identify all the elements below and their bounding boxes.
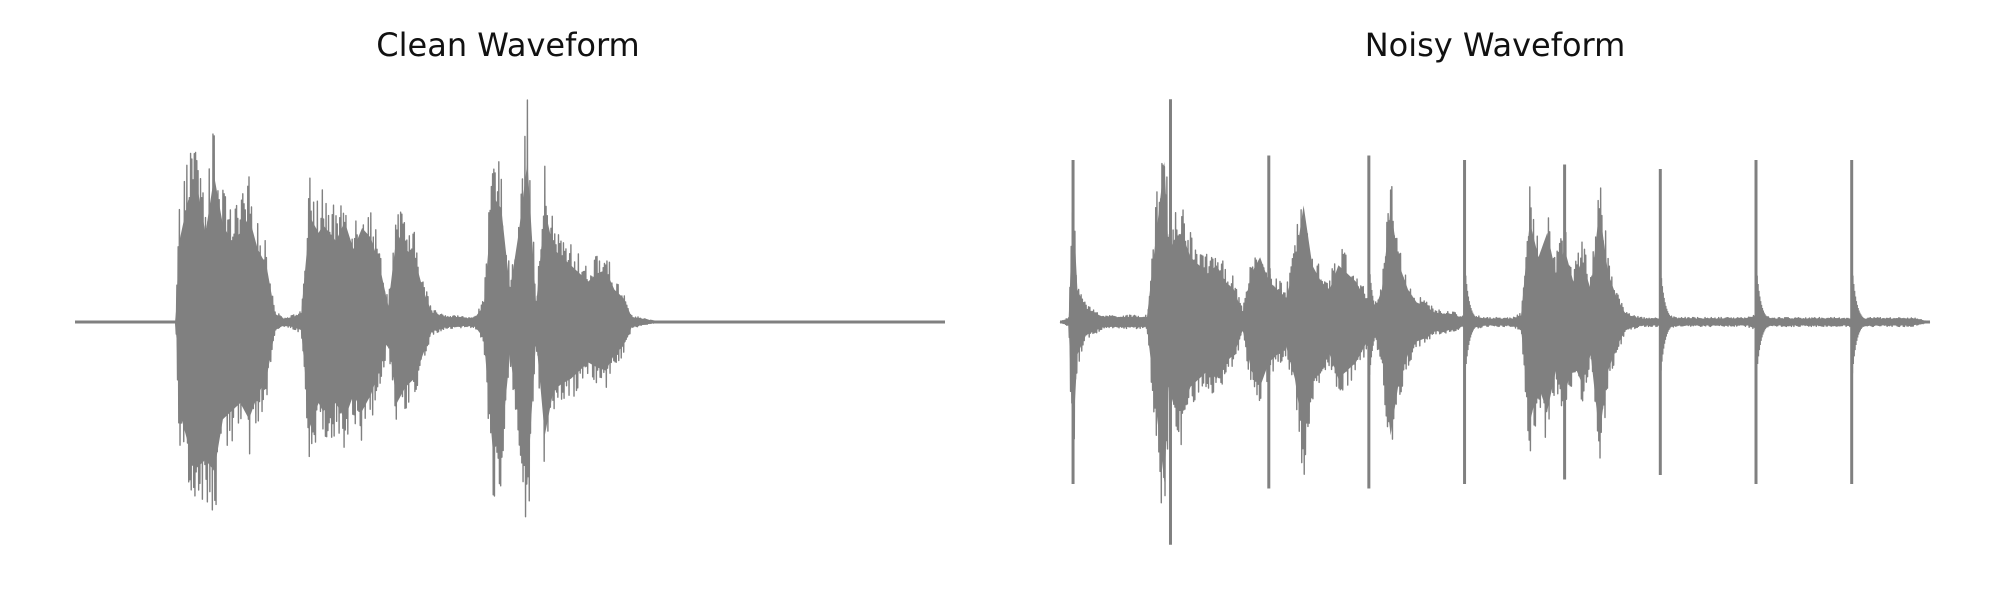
clean-waveform-plot: [74, 99, 946, 518]
waveform-spike-decay: [1850, 265, 1879, 374]
waveform-spike-decay: [1072, 265, 1100, 374]
waveform-envelope-fill: [1060, 161, 1930, 483]
waveform-spike-decay: [1367, 263, 1396, 375]
waveform-spike-decay: [1463, 265, 1492, 374]
waveform-spike-decay: [1267, 263, 1296, 375]
waveform-spike-decay: [1755, 265, 1783, 374]
noisy-waveform-panel: Noisy Waveform: [1000, 0, 2000, 600]
clean-waveform-panel: Clean Waveform: [74, 26, 946, 518]
waveform-envelope-fill: [75, 161, 945, 483]
waveform-spike-decay: [1659, 268, 1687, 371]
waveform-spike-decay: [1169, 244, 1198, 393]
clean-waveform-title: Clean Waveform: [376, 26, 640, 64]
noisy-waveform-plot: [1059, 99, 1931, 545]
waveform-spike-decay: [1563, 266, 1592, 372]
noisy-waveform-title: Noisy Waveform: [1364, 26, 1626, 64]
